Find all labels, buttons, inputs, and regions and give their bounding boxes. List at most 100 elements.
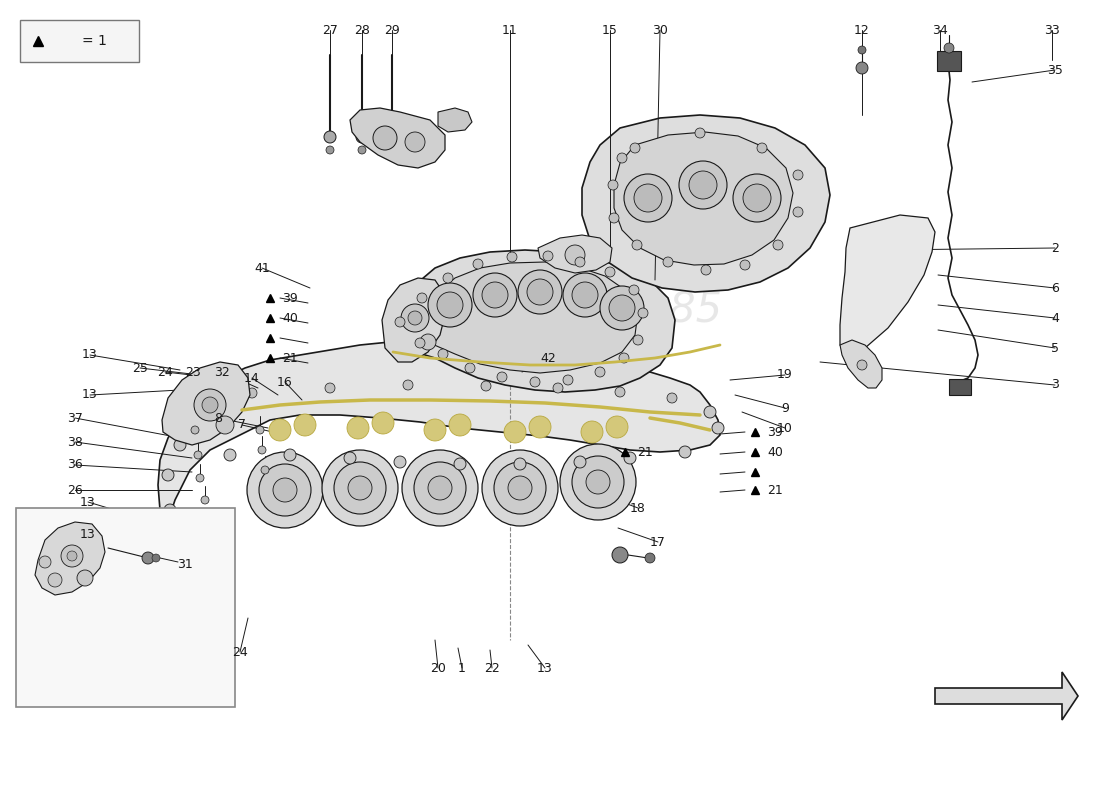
Circle shape — [48, 573, 62, 587]
Text: 31: 31 — [177, 558, 192, 571]
Circle shape — [346, 417, 368, 439]
Polygon shape — [162, 362, 250, 445]
Circle shape — [663, 257, 673, 267]
Text: 34: 34 — [932, 23, 948, 37]
FancyBboxPatch shape — [20, 20, 139, 62]
Circle shape — [179, 539, 191, 551]
Circle shape — [560, 444, 636, 520]
Circle shape — [481, 381, 491, 391]
Text: 10: 10 — [777, 422, 793, 434]
FancyBboxPatch shape — [949, 379, 971, 395]
FancyBboxPatch shape — [937, 51, 961, 71]
Text: 37: 37 — [67, 411, 82, 425]
Circle shape — [695, 128, 705, 138]
Circle shape — [575, 257, 585, 267]
Text: 21: 21 — [637, 446, 653, 458]
Polygon shape — [935, 672, 1078, 720]
Circle shape — [609, 213, 619, 223]
Circle shape — [482, 450, 558, 526]
Text: 12: 12 — [854, 23, 870, 37]
Circle shape — [428, 283, 472, 327]
Circle shape — [394, 456, 406, 468]
Circle shape — [415, 338, 425, 348]
Circle shape — [619, 353, 629, 363]
Text: 13: 13 — [82, 389, 98, 402]
Circle shape — [395, 317, 405, 327]
Circle shape — [773, 240, 783, 250]
Circle shape — [437, 292, 463, 318]
Circle shape — [508, 476, 532, 500]
Text: 19: 19 — [777, 369, 793, 382]
Circle shape — [617, 153, 627, 163]
Circle shape — [258, 464, 311, 516]
Text: 1: 1 — [458, 662, 466, 674]
Text: 6: 6 — [1052, 282, 1059, 294]
Circle shape — [465, 363, 475, 373]
Circle shape — [344, 452, 356, 464]
Text: = 1: = 1 — [82, 34, 107, 48]
Circle shape — [403, 380, 412, 390]
Circle shape — [638, 308, 648, 318]
Circle shape — [414, 462, 466, 514]
Circle shape — [372, 412, 394, 434]
Circle shape — [701, 265, 711, 275]
Text: 33: 33 — [1044, 23, 1060, 37]
Text: 27: 27 — [322, 23, 338, 37]
Circle shape — [201, 496, 209, 504]
Circle shape — [606, 416, 628, 438]
Circle shape — [420, 334, 436, 350]
Circle shape — [358, 146, 366, 154]
Circle shape — [497, 372, 507, 382]
Circle shape — [504, 421, 526, 443]
Circle shape — [704, 406, 716, 418]
Circle shape — [553, 383, 563, 393]
Text: 9: 9 — [781, 402, 789, 414]
Circle shape — [857, 360, 867, 370]
Text: 22: 22 — [484, 662, 499, 674]
Circle shape — [563, 273, 607, 317]
Circle shape — [216, 416, 234, 434]
Circle shape — [645, 553, 654, 563]
Circle shape — [572, 282, 598, 308]
Circle shape — [608, 180, 618, 190]
Circle shape — [793, 207, 803, 217]
Polygon shape — [538, 235, 612, 273]
Circle shape — [284, 449, 296, 461]
Circle shape — [202, 397, 218, 413]
Text: 36: 36 — [67, 458, 82, 471]
Polygon shape — [438, 108, 472, 132]
Circle shape — [473, 259, 483, 269]
Circle shape — [507, 252, 517, 262]
Text: 30: 30 — [652, 23, 668, 37]
Circle shape — [712, 422, 724, 434]
Text: 18: 18 — [630, 502, 646, 514]
Text: 26: 26 — [67, 483, 82, 497]
Circle shape — [258, 446, 266, 454]
Text: 2: 2 — [1052, 242, 1059, 254]
Circle shape — [388, 146, 396, 154]
Circle shape — [324, 383, 336, 393]
Circle shape — [196, 474, 204, 482]
Circle shape — [742, 184, 771, 212]
Circle shape — [609, 295, 635, 321]
Polygon shape — [350, 108, 446, 168]
Circle shape — [348, 476, 372, 500]
Circle shape — [142, 552, 154, 564]
Circle shape — [858, 46, 866, 54]
Circle shape — [261, 466, 270, 474]
Circle shape — [740, 260, 750, 270]
Text: 32: 32 — [214, 366, 230, 378]
Polygon shape — [840, 215, 935, 355]
Circle shape — [679, 446, 691, 458]
Circle shape — [600, 286, 643, 330]
Circle shape — [563, 375, 573, 385]
Text: 13: 13 — [82, 349, 98, 362]
Circle shape — [194, 389, 226, 421]
Circle shape — [224, 449, 236, 461]
Circle shape — [605, 267, 615, 277]
FancyBboxPatch shape — [16, 508, 235, 707]
Text: 41: 41 — [254, 262, 270, 274]
Circle shape — [356, 131, 369, 143]
Circle shape — [586, 470, 611, 494]
Circle shape — [856, 62, 868, 74]
